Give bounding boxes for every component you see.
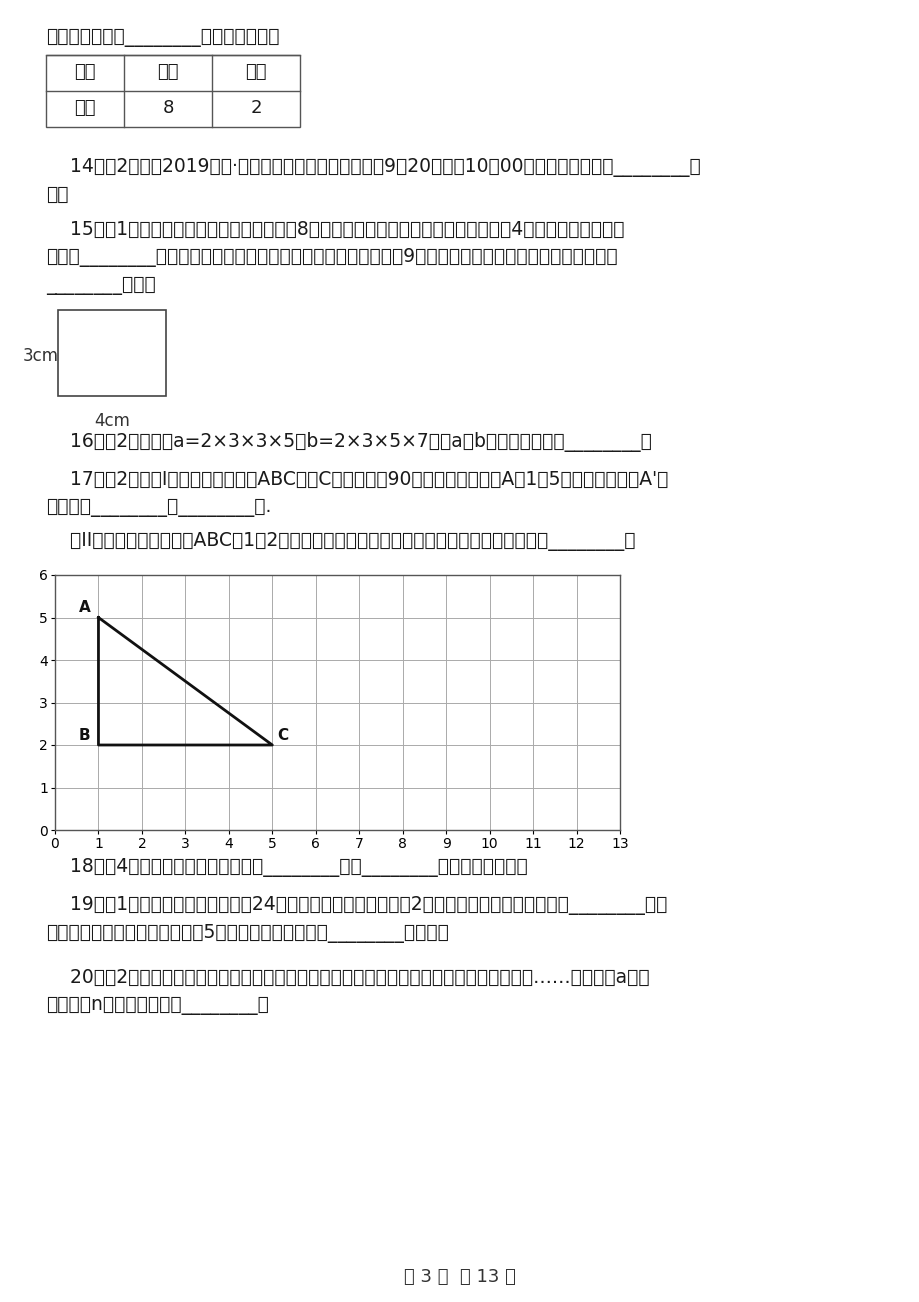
Text: 17．（2分）（I）画出图中三角形ABC绕点C顺时针旋转90．得到的图形．点A（1，5）旋转后对应点A'的: 17．（2分）（I）画出图中三角形ABC绕点C顺时针旋转90．得到的图形．点A（… xyxy=(46,470,667,490)
Text: 15．（1分）东台高速路出口距离西溪景区8千米，在一幅地图上量得两地间的距离为4厘米，这幅东台的比: 15．（1分）东台高速路出口距离西溪景区8千米，在一幅地图上量得两地间的距离为4… xyxy=(46,220,624,240)
Text: 8: 8 xyxy=(162,99,174,117)
Text: 20．（2分）在平面图上画两条直线最多能形成一个交点，画三条直线最多能形成三个交点……直线数（a）和: 20．（2分）在平面图上画两条直线最多能形成一个交点，画三条直线最多能形成三个交… xyxy=(46,967,649,987)
Text: 色的球可能多，________色的球可能少。: 色的球可能多，________色的球可能少。 xyxy=(46,29,279,47)
Text: 14．（2分）（2019三上·大田期末）《大风车》节目从9：20开始到10：00结束，播出时间为________分: 14．（2分）（2019三上·大田期末）《大风车》节目从9：20开始到10：00… xyxy=(46,158,700,177)
Text: 红色: 红色 xyxy=(157,62,178,81)
Text: 交点数（n）之间的关系是________。: 交点数（n）之间的关系是________。 xyxy=(46,996,268,1016)
Text: 4cm: 4cm xyxy=(94,411,130,430)
Text: 16．（2分）已知a=2×3×3×5，b=2×3×5×7，则a和b的最小公倍数是________。: 16．（2分）已知a=2×3×3×5，b=2×3×5×7，则a和b的最小公倍数是… xyxy=(46,432,652,452)
Bar xyxy=(46,55,300,128)
Text: 位置是（________，________）.: 位置是（________，________）. xyxy=(46,497,271,517)
Text: 钟．: 钟． xyxy=(46,185,68,204)
Text: （II）画出上面三角形．ABC按1：2的比例缩小后的图形，缩小后的三角形的面积是原来的________．: （II）画出上面三角形．ABC按1：2的比例缩小后的图形，缩小后的三角形的面积是… xyxy=(46,533,635,551)
Text: B: B xyxy=(79,728,90,743)
Text: 19．（1分）一个长方形的面积为24平方米、把长扩大到原来的2倍，宽不变，扩大后的面积是________平方: 19．（1分）一个长方形的面积为24平方米、把长扩大到原来的2倍，宽不变，扩大后… xyxy=(46,896,666,915)
Text: 颜色: 颜色 xyxy=(74,62,96,81)
Text: 蓝色: 蓝色 xyxy=(245,62,267,81)
Text: 3cm: 3cm xyxy=(23,348,59,365)
Bar xyxy=(58,310,165,396)
Text: ________千米．: ________千米． xyxy=(46,276,155,296)
Text: 18．（4分）等式的两边同时加上或________　　________，等式仍然成立．: 18．（4分）等式的两边同时加上或________ ________，等式仍然成… xyxy=(46,858,528,878)
Text: 2: 2 xyxy=(250,99,262,117)
Text: C: C xyxy=(278,728,289,743)
Text: 次数: 次数 xyxy=(74,99,96,117)
Text: 第 3 页  共 13 页: 第 3 页 共 13 页 xyxy=(403,1268,516,1286)
Text: 例尺是________．在这幅东台上量得安丰镇到甘港村史馆的距离为9厘米，安丰镇到甘港村史馆的实际距离是: 例尺是________．在这幅东台上量得安丰镇到甘港村史馆的距离为9厘米，安丰镇… xyxy=(46,247,617,267)
Text: A: A xyxy=(79,600,91,616)
Text: 米。如果宽同时也扩大到原来的5倍，则扩大后的面积是________平方米。: 米。如果宽同时也扩大到原来的5倍，则扩大后的面积是________平方米。 xyxy=(46,924,448,943)
